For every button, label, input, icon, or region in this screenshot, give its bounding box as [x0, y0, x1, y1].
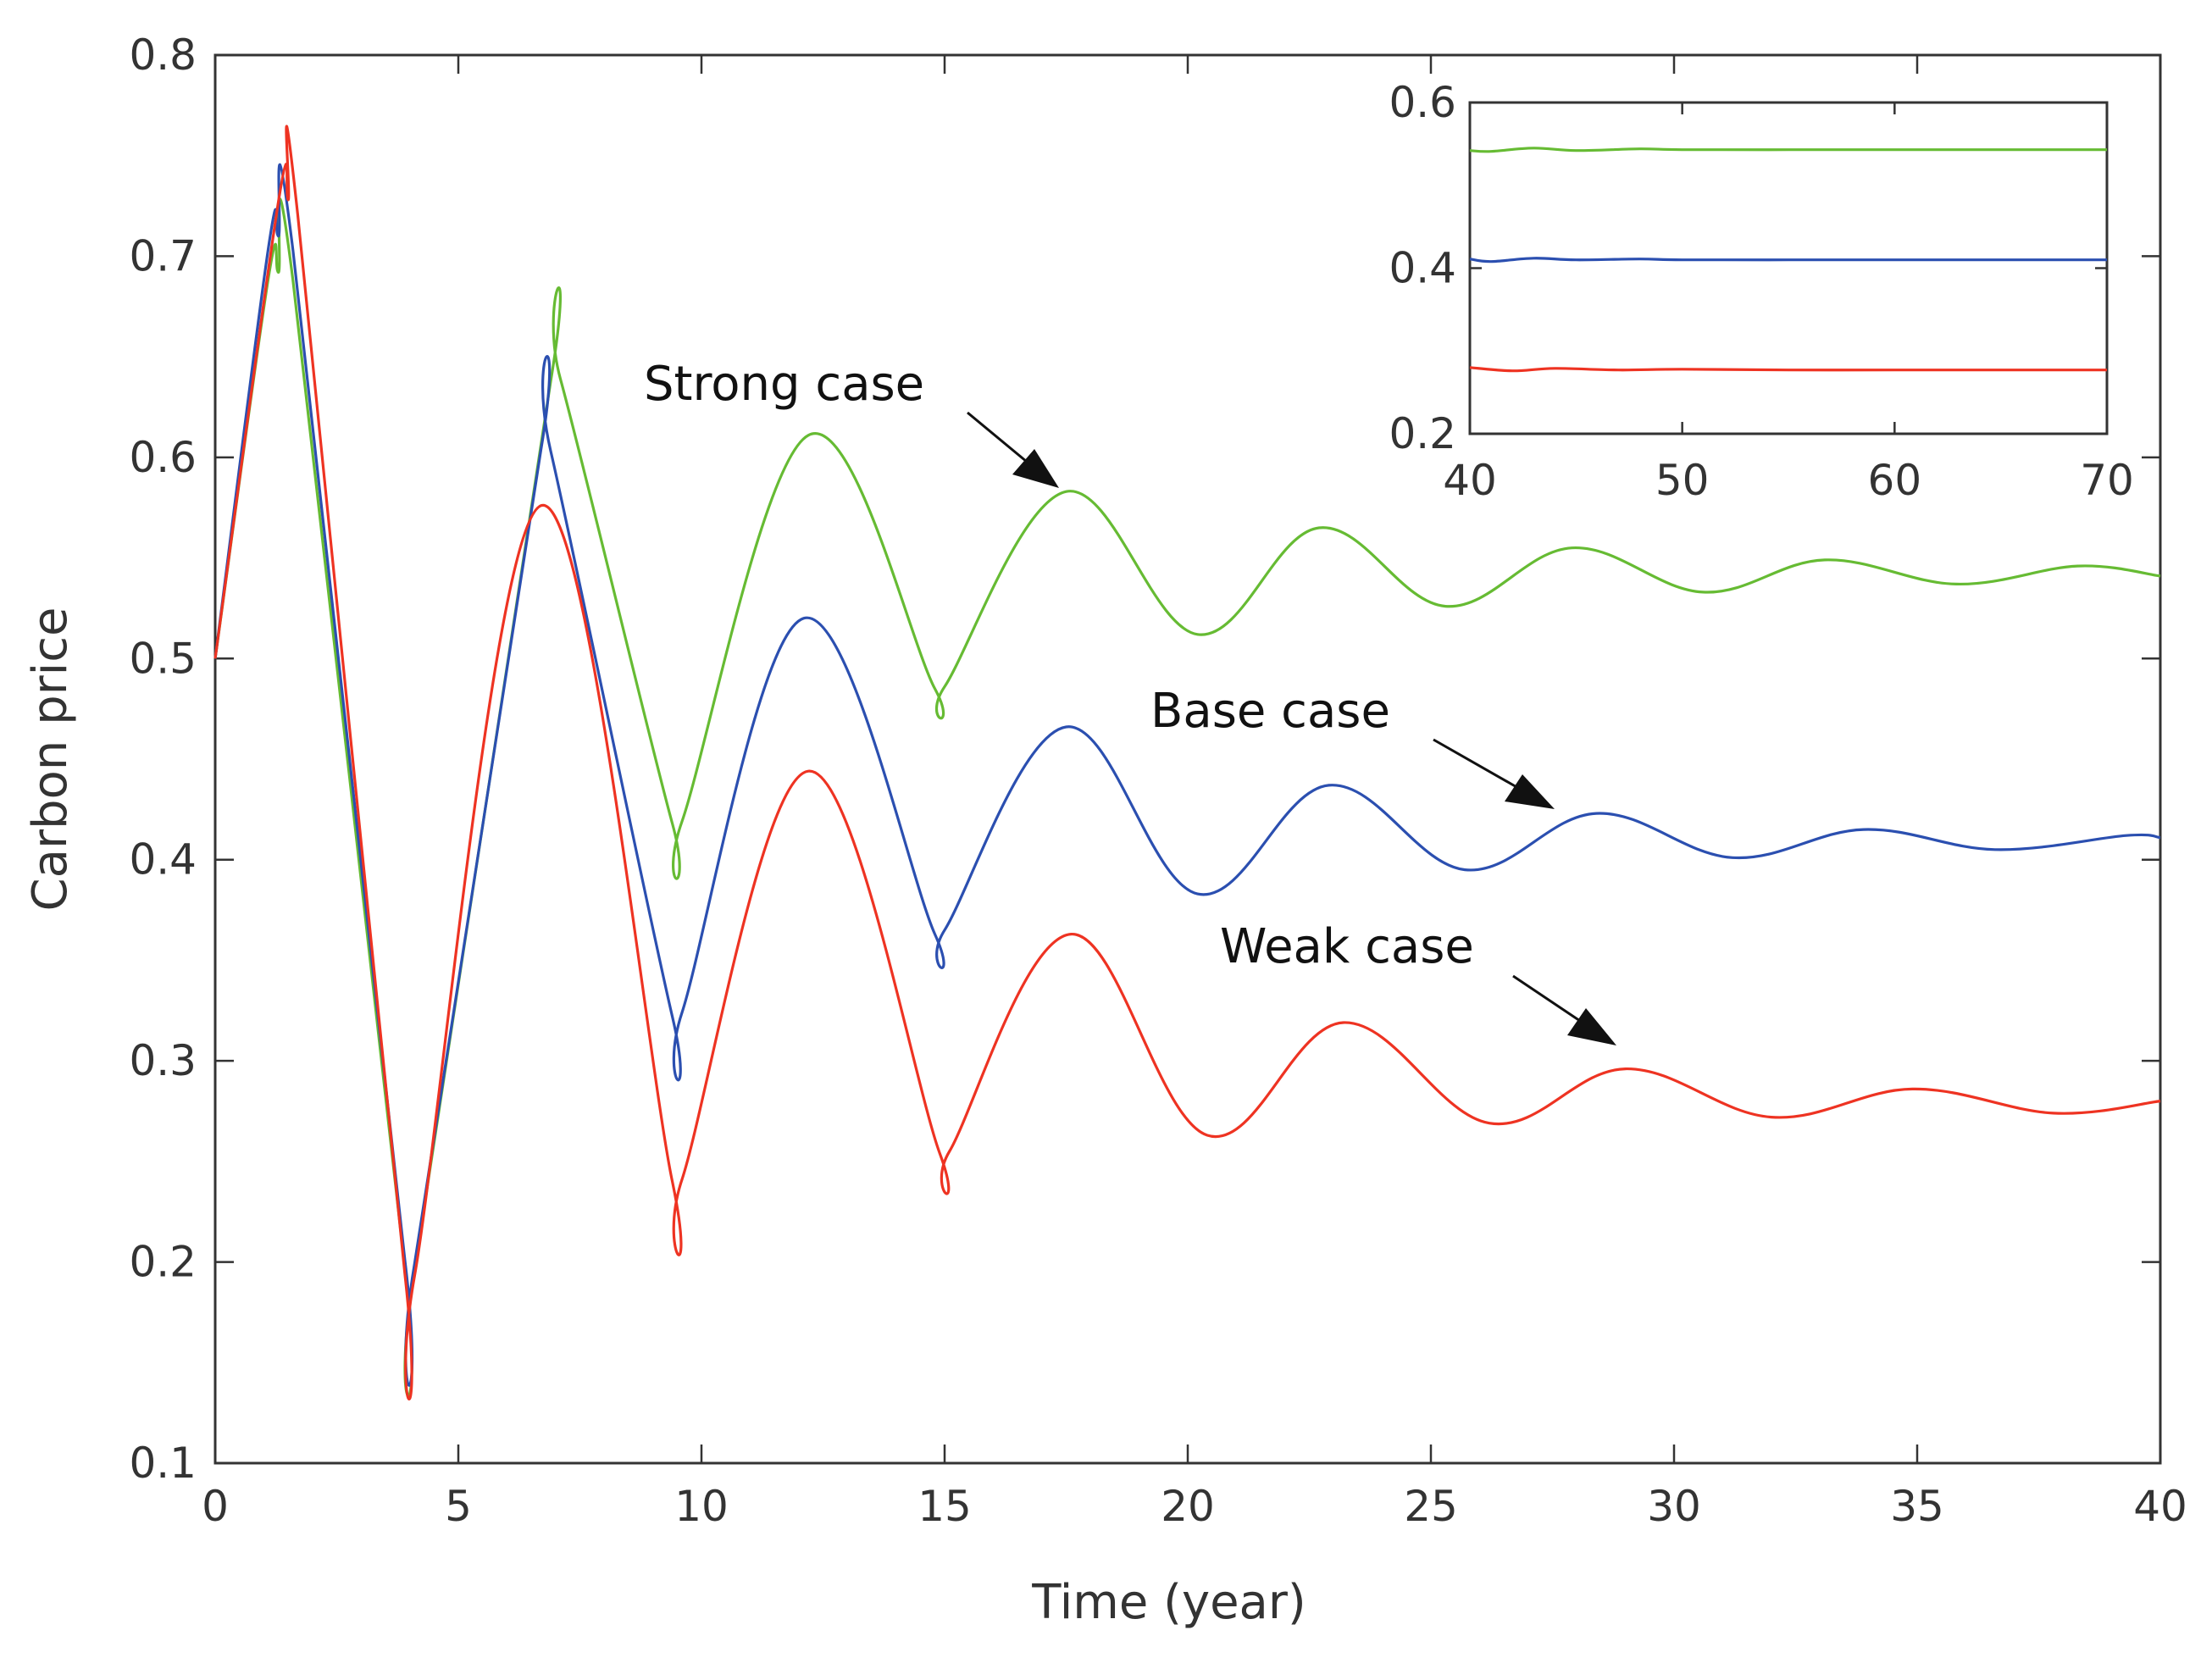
inset-background — [1470, 103, 2107, 434]
main-y-tick-label: 0.3 — [129, 1036, 197, 1085]
inset-x-tick-label: 50 — [1655, 456, 1710, 505]
annotations: Strong case Base case Weak case — [644, 357, 1616, 1045]
main-y-tick-label: 0.7 — [129, 231, 197, 280]
inset-x-ticks: 40 50 60 70 — [1443, 103, 2134, 505]
annotation-weak-arrow-head — [1567, 1008, 1616, 1045]
main-series-group — [213, 125, 2161, 1400]
main-x-tick-label: 0 — [202, 1482, 229, 1531]
main-x-tick-label: 5 — [445, 1482, 472, 1531]
main-series-base-case — [213, 163, 2161, 1387]
y-axis-title: Carbon price — [23, 607, 78, 912]
main-x-tick-label: 30 — [1647, 1482, 1701, 1531]
annotation-strong-arrow-shaft — [967, 411, 1028, 463]
inset-axes: 40 50 60 70 0.2 0.4 0.6 — [1389, 78, 2133, 505]
main-x-tick-label: 25 — [1404, 1482, 1458, 1531]
annotation-weak-case: Weak case — [1220, 919, 1474, 974]
main-y-tick-label: 0.4 — [129, 835, 197, 884]
inset-x-tick-label: 40 — [1443, 456, 1497, 505]
annotation-base-case: Base case — [1150, 684, 1390, 739]
main-x-tick-label: 40 — [2133, 1482, 2187, 1531]
inset-y-tick-label: 0.4 — [1389, 244, 1456, 293]
inset-series-weak-case — [1469, 366, 2107, 373]
inset-x-tick-label: 60 — [1868, 456, 1922, 505]
main-y-tick-label: 0.5 — [129, 634, 197, 683]
main-x-tick-label: 15 — [918, 1482, 972, 1531]
inset-series-strong-case — [1469, 147, 2107, 153]
main-series-strong-case — [213, 197, 2161, 1398]
main-y-tick-label: 0.6 — [129, 433, 197, 482]
inset-series-base-case — [1469, 257, 2107, 263]
annotation-strong-arrow-head — [1012, 449, 1059, 488]
annotation-base-arrow-head — [1505, 774, 1555, 809]
annotation-strong-case: Strong case — [644, 357, 924, 412]
main-series-weak-case — [213, 125, 2161, 1400]
inset-x-tick-label: 70 — [2080, 456, 2134, 505]
inset-y-tick-label: 0.6 — [1389, 78, 1456, 127]
main-x-tick-label: 35 — [1890, 1482, 1944, 1531]
inset-series-group — [1469, 147, 2107, 373]
main-y-tick-label: 0.2 — [129, 1238, 197, 1287]
inset-y-ticks: 0.2 0.4 0.6 — [1389, 78, 2107, 458]
main-x-tick-label: 20 — [1161, 1482, 1215, 1531]
main-axes: 0 5 10 15 20 25 30 35 40 0.10.20.30.40.50.60.70.… — [129, 30, 2187, 1531]
annotation-weak-arrow-shaft — [1512, 974, 1583, 1024]
x-axis-title: Time (year) — [1031, 1575, 1306, 1630]
main-y-tick-label: 0.1 — [129, 1439, 197, 1488]
main-x-tick-label: 10 — [674, 1482, 729, 1531]
inset-y-tick-label: 0.2 — [1389, 409, 1456, 458]
main-x-ticks: 0 5 10 15 20 25 30 35 40 — [202, 55, 2187, 1531]
main-y-tick-label: 0.8 — [129, 30, 197, 80]
annotation-base-arrow-shaft — [1433, 738, 1519, 790]
main-y-ticks: 0.1 0.2 0.3 0.4 0.5 0.6 0.7 0.8 — [129, 30, 2160, 1488]
